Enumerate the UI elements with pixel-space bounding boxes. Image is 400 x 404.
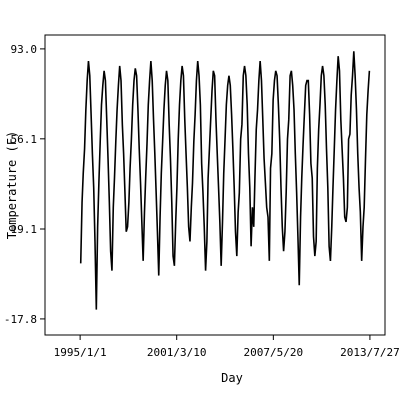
y-tick-label: 56.1 xyxy=(11,133,38,146)
x-tick-label: 2001/3/10 xyxy=(147,346,207,359)
y-tick-label: 93.0 xyxy=(11,43,38,56)
y-tick-label: 19.1 xyxy=(11,223,38,236)
y-axis-label: Temperature (F) xyxy=(5,131,19,239)
data-line xyxy=(79,51,371,310)
x-tick-label: 1995/1/1 xyxy=(54,346,107,359)
x-tick-label: 2013/7/27 xyxy=(340,346,400,359)
x-axis-label: Day xyxy=(221,371,243,385)
plot-frame xyxy=(44,34,386,336)
y-tick-label: -17.8 xyxy=(4,313,37,326)
x-tick-label: 2007/5/20 xyxy=(244,346,304,359)
